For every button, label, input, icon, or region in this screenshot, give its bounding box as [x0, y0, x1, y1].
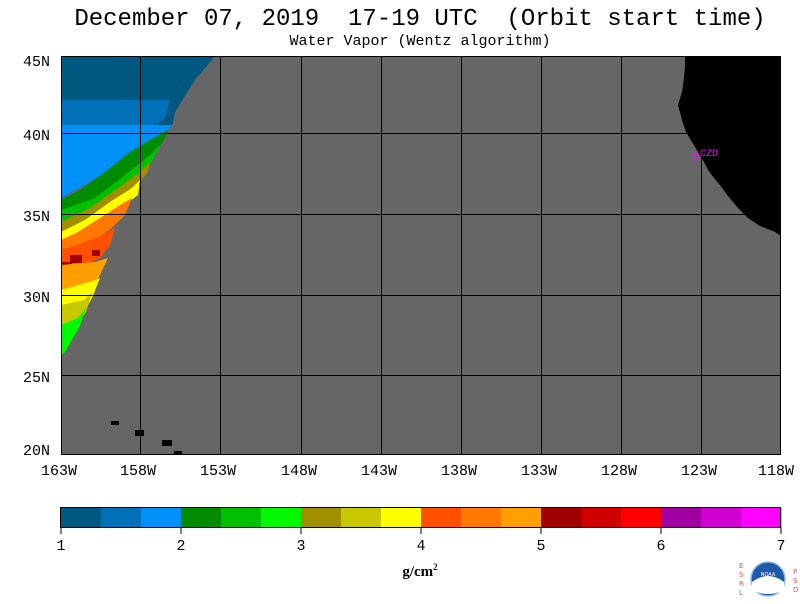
colorbar-swatch	[621, 508, 662, 528]
colorbar-tick-label: 4	[416, 538, 425, 555]
grid-lines	[61, 56, 781, 455]
colorbar-swatch	[661, 508, 702, 528]
colorbar-swatch	[261, 508, 302, 528]
colorbar-tick-label: 7	[776, 538, 785, 555]
lon-label: 118W	[758, 463, 794, 480]
lon-label: 163W	[41, 463, 77, 480]
colorbar-frame	[60, 507, 781, 528]
no-data-wedge	[61, 56, 781, 454]
lat-label: 25N	[23, 370, 50, 387]
colorbar-swatch	[581, 508, 622, 528]
colorbar-swatch	[701, 508, 742, 528]
colorbar-swatch	[221, 508, 262, 528]
colorbar-tick-label: 5	[536, 538, 545, 555]
colorbar-swatch	[501, 508, 542, 528]
lat-label: 40N	[23, 128, 50, 145]
lat-label: 45N	[23, 54, 50, 71]
land-california	[678, 56, 781, 236]
colorbar-swatch	[101, 508, 142, 528]
lon-label: 143W	[361, 463, 397, 480]
colorbar-swatch	[141, 508, 182, 528]
colorbar-swatch	[461, 508, 502, 528]
lat-label: 35N	[23, 209, 50, 226]
psd-letters: PSD	[793, 568, 799, 594]
colorbar-swatch	[381, 508, 422, 528]
map-subtitle: Water Vapor (Wentz algorithm)	[289, 33, 551, 50]
colorbar-ticks: 1 2 3 4 5 6 7	[56, 528, 786, 555]
colorbar-swatch	[741, 508, 782, 528]
lon-label: 158W	[120, 463, 156, 480]
colorbar-swatch	[61, 508, 102, 528]
colorbar-swatch	[181, 508, 222, 528]
colorbar-unit: g/cm2	[402, 562, 438, 580]
noaa-esrl-psd-logo: NOAA ESRL PSD	[737, 560, 799, 600]
colorbar-tick-label: 2	[176, 538, 185, 555]
lon-label: 133W	[521, 463, 557, 480]
colorbar-swatch	[541, 508, 582, 528]
colorbar-swatch	[421, 508, 462, 528]
colorbar-swatch	[341, 508, 382, 528]
colorbar-tick-label: 6	[656, 538, 665, 555]
lat-label: 30N	[23, 290, 50, 307]
lat-label: 20N	[23, 443, 50, 460]
esrl-letters: ESRL	[739, 562, 744, 597]
svg-text:NOAA: NOAA	[761, 572, 776, 578]
lon-label: 153W	[200, 463, 236, 480]
longitude-labels: 163W 158W 153W 148W 143W 138W 133W 128W …	[41, 463, 794, 480]
map-title: December 07, 2019 17-19 UTC (Orbit start…	[74, 6, 766, 33]
lon-label: 148W	[281, 463, 317, 480]
latitude-labels: 45N 40N 35N 30N 25N 20N	[23, 54, 50, 460]
colorbar-swatch	[301, 508, 342, 528]
colorbar	[61, 508, 782, 528]
hawaiian-islands	[111, 421, 182, 455]
colorbar-tick-label: 3	[296, 538, 305, 555]
station-marker-czd: CZD	[692, 149, 718, 161]
lon-label: 128W	[601, 463, 637, 480]
water-vapor-swath	[61, 56, 215, 356]
colorbar-tick-label: 1	[56, 538, 65, 555]
lon-label: 123W	[681, 463, 717, 480]
lon-label: 138W	[441, 463, 477, 480]
svg-text:CZD: CZD	[700, 149, 718, 160]
